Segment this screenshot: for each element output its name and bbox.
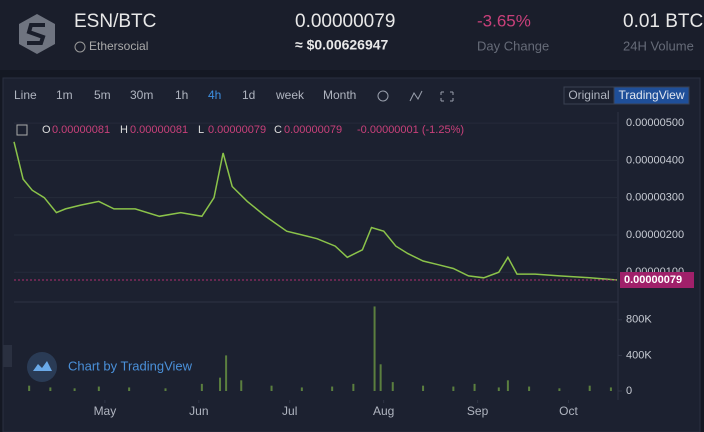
price-tick-label: 0.00000200 (626, 229, 684, 241)
volume-tick-label: 0 (626, 385, 632, 397)
month-label: Oct (559, 404, 578, 418)
interval-button[interactable]: 30m (130, 88, 153, 102)
day-change: -3.65% (477, 11, 531, 30)
volume-bar (73, 388, 76, 391)
info-icon[interactable] (74, 41, 86, 53)
interval-button[interactable]: 1d (242, 88, 255, 102)
legend-o-label: O (42, 124, 51, 136)
legend-l-label: L (198, 124, 204, 136)
volume-bar (300, 387, 303, 391)
price-tick-label: 0.00000400 (626, 154, 684, 166)
volume-bar (609, 387, 612, 391)
month-label: Jun (189, 404, 208, 418)
watermark[interactable]: Chart by TradingView (68, 358, 193, 373)
header-bg (0, 0, 704, 70)
volume-bar (164, 388, 167, 391)
interval-button[interactable]: 1m (56, 88, 73, 102)
volume-bar (49, 387, 52, 391)
view-button-bg[interactable] (613, 86, 690, 105)
volume-bar (200, 383, 203, 391)
legend-l: 0.00000079 (208, 124, 266, 136)
interval-button[interactable]: 4h (208, 88, 221, 102)
volume-bar (452, 386, 455, 391)
interval-button[interactable]: 1h (175, 88, 188, 102)
price-tick-label: 0.00000500 (626, 117, 684, 129)
day-change-label: Day Change (477, 38, 549, 53)
legend-toggle[interactable] (16, 124, 28, 136)
volume-bar (558, 388, 561, 391)
current-price-tag (620, 272, 694, 289)
toolbar-icons[interactable] (377, 90, 454, 102)
view-button[interactable]: Original (568, 88, 609, 102)
volume-bar (28, 385, 31, 391)
interval-button[interactable]: Line (14, 88, 37, 102)
volume-bar (225, 355, 228, 391)
volume-bar (352, 383, 355, 391)
legend-change: -0.00000001 (-1.25%) (357, 124, 464, 136)
interval-button[interactable]: 5m (94, 88, 111, 102)
volume-bar (473, 383, 476, 391)
pair: ESN/BTC (74, 11, 156, 32)
volume-label: 24H Volume (623, 38, 694, 53)
month-label: Sep (467, 404, 489, 418)
legend-c-label: C (274, 124, 282, 136)
volume-tick-label: 400K (626, 349, 652, 361)
price-tick-label: 0.00000300 (626, 192, 684, 204)
volume-bar (379, 364, 382, 391)
volume-bar (422, 385, 425, 391)
month-label: Jul (282, 404, 297, 418)
volume-bar (497, 387, 500, 391)
price-line (13, 141, 618, 281)
interval-button[interactable]: Month (323, 88, 356, 102)
legend-h-label: H (120, 124, 128, 136)
legend-h: 0.00000081 (130, 124, 188, 136)
volume-bar (588, 385, 591, 391)
volume-bar (506, 380, 509, 391)
volume-bar (373, 306, 376, 391)
volume-bar (97, 386, 100, 391)
legend-c: 0.00000079 (284, 124, 342, 136)
volume: 0.01 BTC (623, 11, 703, 32)
view-button[interactable]: TradingView (618, 88, 684, 102)
month-label: Aug (373, 404, 394, 418)
coin-name: Ethersocial (89, 39, 148, 53)
month-label: May (94, 404, 117, 418)
interval-button[interactable]: week (275, 88, 305, 102)
price-usd: ≈ $0.00626947 (295, 37, 389, 53)
volume-bar (391, 382, 394, 391)
volume-bar (528, 386, 531, 391)
logo (19, 14, 55, 54)
side-toggle[interactable] (3, 345, 12, 367)
volume-bar (128, 387, 131, 391)
volume-bar (240, 380, 243, 391)
watermark-logo (27, 352, 57, 382)
volume-tick-label: 800K (626, 314, 652, 326)
volume-bar (219, 377, 222, 391)
price: 0.00000079 (295, 11, 395, 32)
current-price-label: 0.00000079 (624, 274, 682, 286)
legend-o: 0.00000081 (52, 124, 110, 136)
volume-bar (270, 385, 273, 391)
volume-bar (331, 386, 334, 391)
